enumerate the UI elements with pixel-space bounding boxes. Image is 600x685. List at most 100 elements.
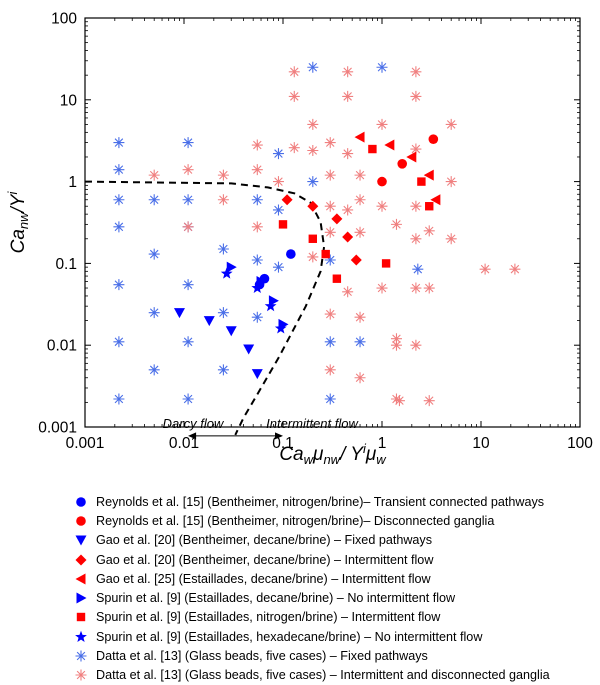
legend-marker-icon xyxy=(75,554,87,566)
region-arrow-right-head xyxy=(275,432,283,440)
legend-item: Datta et al. [13] (Glass beads, five cas… xyxy=(72,666,597,685)
data-point xyxy=(425,202,434,211)
data-point xyxy=(281,194,293,206)
data-point xyxy=(251,164,263,176)
data-point xyxy=(423,282,435,294)
data-point xyxy=(182,137,194,149)
x-tick-label: 100 xyxy=(567,435,593,452)
legend-item: Spurin et al. [9] (Estaillades, nitrogen… xyxy=(72,608,597,627)
y-axis-label: Canw/Yi xyxy=(5,191,31,254)
data-point xyxy=(182,221,194,233)
data-point xyxy=(272,261,284,273)
data-point xyxy=(264,299,277,312)
series-7 xyxy=(220,267,287,334)
data-point xyxy=(342,286,354,298)
data-point xyxy=(410,233,422,245)
data-point xyxy=(354,336,366,348)
data-point xyxy=(217,364,229,376)
data-point xyxy=(251,194,263,206)
data-point xyxy=(272,204,284,216)
legend-marker xyxy=(75,650,87,662)
data-point xyxy=(251,221,263,233)
legend-label: Datta et al. [13] (Glass beads, five cas… xyxy=(96,668,550,683)
data-point xyxy=(307,118,319,130)
plot-layer: 0.001 0.01 0.1 1 10 100 0.001 0.01 0.1 1 10 100 Cawμ… xyxy=(5,11,593,468)
data-point xyxy=(324,308,336,320)
data-point xyxy=(288,66,300,78)
legend-item: Spurin et al. [9] (Estaillades, hexadeca… xyxy=(72,627,597,646)
intermittent-flow-label: Intermittent flow xyxy=(266,416,359,431)
data-point xyxy=(288,90,300,102)
darcy-flow-label: Darcy flow xyxy=(163,416,225,431)
data-point xyxy=(324,364,336,376)
data-point xyxy=(332,274,342,283)
data-point xyxy=(423,225,435,237)
legend-item: Gao et al. [20] (Bentheimer, decane/brin… xyxy=(72,550,597,569)
series-9 xyxy=(148,66,521,407)
y-tick-label: 10 xyxy=(60,92,78,109)
legend-label: Spurin et al. [9] (Estaillades, decane/b… xyxy=(96,591,456,606)
data-point xyxy=(417,177,426,186)
data-point xyxy=(225,326,237,337)
data-point xyxy=(393,395,405,407)
data-point xyxy=(272,176,284,188)
data-point xyxy=(217,194,229,206)
data-point xyxy=(354,372,366,384)
data-point xyxy=(148,194,160,206)
data-point xyxy=(182,164,194,176)
series-3 xyxy=(281,194,362,266)
legend-item: Gao et al. [20] (Bentheimer, decane/brin… xyxy=(72,531,597,550)
x-tick-label: 1 xyxy=(378,435,387,452)
data-point xyxy=(220,267,233,279)
legend-marker-icon xyxy=(75,669,87,681)
data-point xyxy=(307,61,319,73)
data-point xyxy=(423,169,434,181)
data-point xyxy=(307,200,319,212)
legend-item: Reynolds et al. [15] (Bentheimer, nitrog… xyxy=(72,511,597,530)
data-point xyxy=(509,263,521,275)
data-point xyxy=(390,333,402,345)
data-point xyxy=(342,148,354,160)
data-point xyxy=(376,200,388,212)
legend-marker xyxy=(76,516,86,526)
data-point xyxy=(256,276,267,288)
data-point xyxy=(278,220,288,229)
legend-marker-icon xyxy=(76,592,87,604)
data-point xyxy=(182,393,194,405)
x-tick-label: 0.001 xyxy=(66,435,105,452)
data-point xyxy=(410,143,422,155)
data-point xyxy=(410,66,422,78)
y-tick-label: 0.01 xyxy=(47,338,77,355)
legend-marker xyxy=(75,573,86,585)
data-point xyxy=(376,118,388,130)
data-point xyxy=(307,176,319,188)
data-point xyxy=(148,169,160,181)
data-point xyxy=(113,279,125,291)
data-point xyxy=(148,248,160,260)
data-point xyxy=(342,204,354,216)
data-point xyxy=(274,322,287,334)
legend-label: Spurin et al. [9] (Estaillades, hexadeca… xyxy=(96,629,483,644)
legend-item: Spurin et al. [9] (Estaillades, decane/b… xyxy=(72,588,597,607)
data-point xyxy=(350,254,362,266)
legend-marker-icon xyxy=(76,516,86,526)
legend-marker-icon xyxy=(75,650,87,662)
legend-label: Reynolds et al. [15] (Bentheimer, nitrog… xyxy=(96,494,545,509)
data-point xyxy=(445,118,457,130)
data-point xyxy=(286,249,296,259)
data-point xyxy=(324,336,336,348)
data-point xyxy=(203,316,215,327)
data-point xyxy=(173,308,185,319)
data-point xyxy=(251,369,263,380)
data-point xyxy=(376,61,388,73)
y-tick-label: 0.001 xyxy=(38,420,77,437)
data-point xyxy=(324,137,336,149)
data-point xyxy=(113,336,125,348)
x-tick-label: 0.1 xyxy=(272,435,294,452)
legend-marker xyxy=(75,669,87,681)
data-point xyxy=(423,395,435,407)
legend-marker-icon xyxy=(76,613,86,622)
data-point xyxy=(412,263,424,275)
data-point xyxy=(410,339,422,351)
data-point xyxy=(390,339,402,351)
